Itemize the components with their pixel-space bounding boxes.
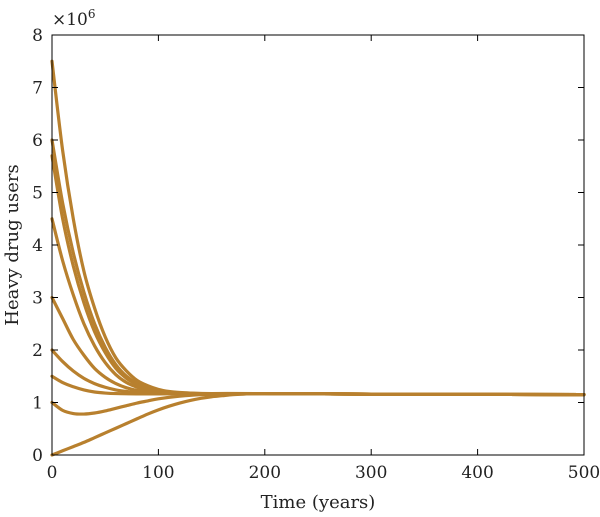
y-tick-label: 5 [32, 184, 43, 204]
y-tick-label: 8 [32, 26, 43, 46]
y-tick-label: 7 [32, 79, 43, 99]
x-tick-label: 500 [568, 463, 600, 483]
y-tick-label: 0 [32, 446, 43, 466]
y-axis-label: Heavy drug users [2, 164, 23, 325]
y-tick-label: 1 [32, 394, 43, 414]
x-tick-label: 200 [249, 463, 281, 483]
x-tick-label: 300 [355, 463, 387, 483]
x-axis-label: Time (years) [261, 492, 376, 513]
x-tick-label: 0 [47, 463, 58, 483]
x-tick-label: 100 [142, 463, 174, 483]
series-line-1 [50, 59, 586, 397]
y-multiplier-base: ×10 [52, 10, 88, 30]
series-line-9 [50, 391, 586, 457]
y-tick-label: 3 [32, 289, 43, 309]
y-tick-label: 2 [32, 341, 43, 361]
series-line-8 [50, 391, 586, 416]
x-tick-label: 400 [461, 463, 493, 483]
series-line-3 [50, 154, 586, 397]
series-line-2 [50, 138, 586, 397]
y-multiplier-label: ×106 [52, 7, 96, 30]
y-multiplier-exponent: 6 [88, 7, 96, 21]
y-tick-label: 6 [32, 131, 43, 151]
ticks-layer: 0 100 200 300 400 500 0 1 2 3 4 5 6 7 8 [32, 26, 600, 483]
y-tick-label: 4 [32, 236, 43, 256]
series-layer [50, 59, 586, 457]
series-line-4 [50, 217, 586, 397]
